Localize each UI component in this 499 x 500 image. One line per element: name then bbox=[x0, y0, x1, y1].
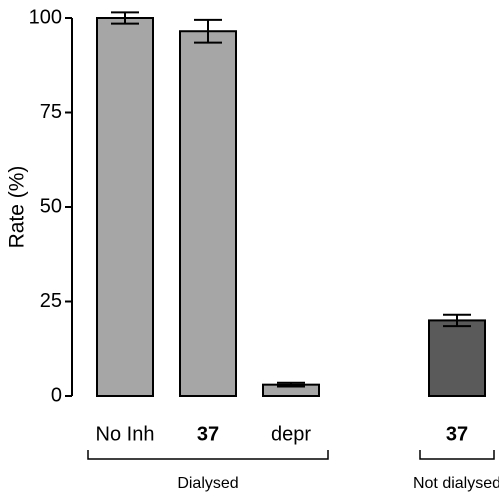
y-axis-label: Rate (%) bbox=[6, 166, 29, 249]
x-tick-label: 37 bbox=[197, 423, 219, 445]
group-bracket bbox=[419, 450, 495, 460]
y-tick-label: 100 bbox=[29, 6, 62, 28]
x-tick-label: No Inh bbox=[96, 423, 155, 445]
bar bbox=[96, 17, 154, 397]
y-tick-label: 75 bbox=[40, 101, 62, 123]
y-tick-label: 50 bbox=[40, 195, 62, 217]
x-tick-label: 37 bbox=[446, 423, 468, 445]
x-tick-label: depr bbox=[271, 423, 311, 445]
group-bracket bbox=[87, 450, 329, 460]
bar bbox=[179, 30, 237, 397]
group-label: Dialysed bbox=[177, 475, 238, 492]
group-label: Not dialysed bbox=[413, 475, 499, 492]
y-tick-label: 0 bbox=[51, 384, 62, 406]
y-tick-label: 25 bbox=[40, 290, 62, 312]
bar bbox=[428, 319, 486, 397]
